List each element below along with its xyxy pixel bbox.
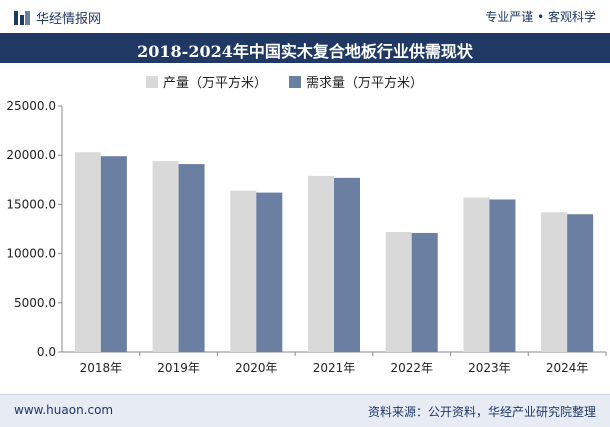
legend-item-demand: 需求量（万平方米） (289, 72, 423, 91)
legend-swatch-demand (289, 75, 302, 88)
bar-demand (100, 156, 127, 352)
x-tick-label: 2023年 (468, 361, 511, 375)
bar-demand (411, 232, 438, 352)
x-tick-label: 2020年 (235, 361, 278, 375)
x-tick-label: 2018年 (80, 361, 123, 375)
bar-production (152, 161, 179, 352)
bar-production (74, 152, 101, 352)
y-tick-label: 5000.0 (14, 296, 56, 310)
y-tick-label: 10000.0 (6, 247, 56, 261)
x-tick-label: 2021年 (313, 361, 356, 375)
brand-logo-icon (14, 10, 30, 25)
x-tick-label: 2024年 (546, 361, 589, 375)
y-tick-label: 15000.0 (6, 197, 56, 211)
chart-title: 2018-2024年中国实木复合地板行业供需现状 (137, 42, 473, 61)
x-tick-label: 2022年 (390, 361, 433, 375)
legend-item-production: 产量（万平方米） (146, 72, 267, 91)
bar-demand (178, 164, 205, 352)
footer-url: www.huaon.com (14, 403, 114, 417)
brand-name: 华经情报网 (36, 12, 102, 27)
bar-demand (256, 192, 283, 352)
bar-demand (567, 214, 594, 352)
slogan: 专业严谨 • 客观科学 (485, 10, 596, 24)
legend-label-demand: 需求量（万平方米） (306, 76, 424, 91)
bar-production (463, 197, 490, 352)
bar-demand (489, 199, 516, 352)
title-bar: 2018-2024年中国实木复合地板行业供需现状 (0, 33, 610, 63)
legend-swatch-production (146, 75, 158, 88)
top-bar: 华经情报网 专业严谨 • 客观科学 (0, 0, 610, 33)
bar-demand (334, 177, 360, 352)
bar-production (230, 190, 257, 352)
bar-production (308, 175, 334, 352)
bar-production (385, 231, 412, 352)
brand: 华经情报网 (14, 8, 101, 27)
footer: www.huaon.com 资料来源：公开资料，华经产业研究院整理 (0, 394, 610, 427)
y-tick-label: 20000.0 (6, 148, 56, 162)
legend: 产量（万平方米） 需求量（万平方米） (146, 72, 423, 91)
y-tick-label: 0.0 (37, 345, 56, 359)
x-tick-label: 2019年 (157, 361, 200, 375)
bar-production (541, 212, 568, 352)
legend-label-production: 产量（万平方米） (163, 76, 268, 91)
footer-source: 资料来源：公开资料，华经产业研究院整理 (367, 405, 596, 419)
y-tick-label: 25000.0 (6, 99, 56, 113)
